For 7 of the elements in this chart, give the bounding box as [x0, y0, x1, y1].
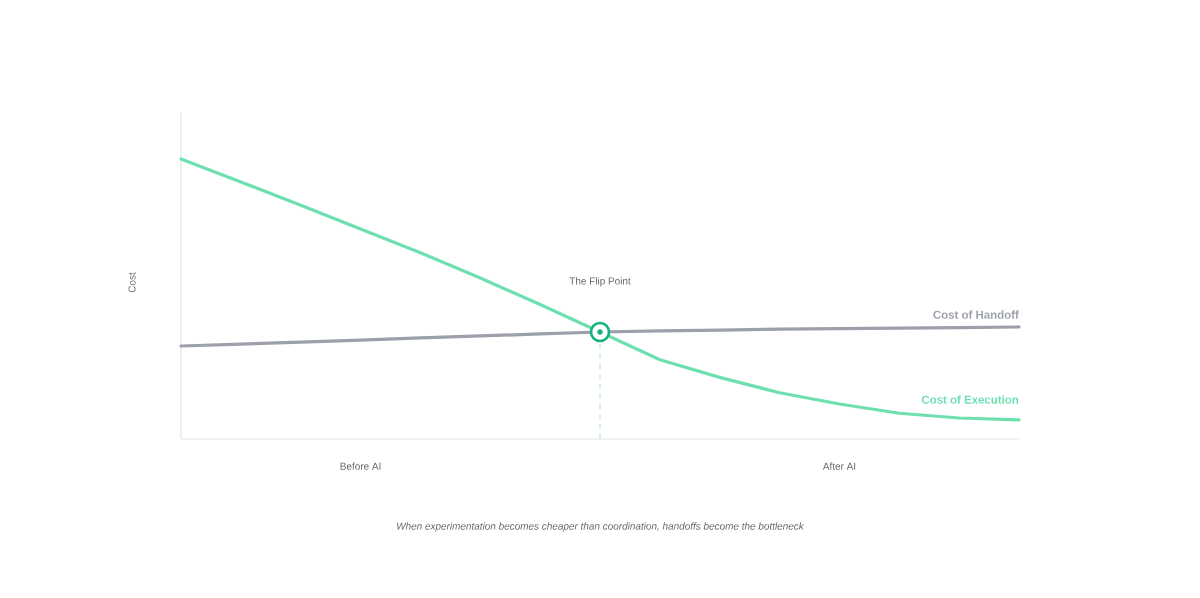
text: When experimentation becomes cheaper than coordination, handoffs become the bottleneck — [397, 522, 805, 532]
x-tick-label: Before AI — [340, 462, 381, 470]
y-axis-title: Cost — [128, 272, 136, 293]
annotation: The Flip Point — [569, 277, 631, 287]
series-label: Cost of Handoff — [933, 310, 1019, 319]
series-label: Cost of Execution — [921, 395, 1019, 404]
x-tick-label: After AI — [822, 462, 856, 470]
